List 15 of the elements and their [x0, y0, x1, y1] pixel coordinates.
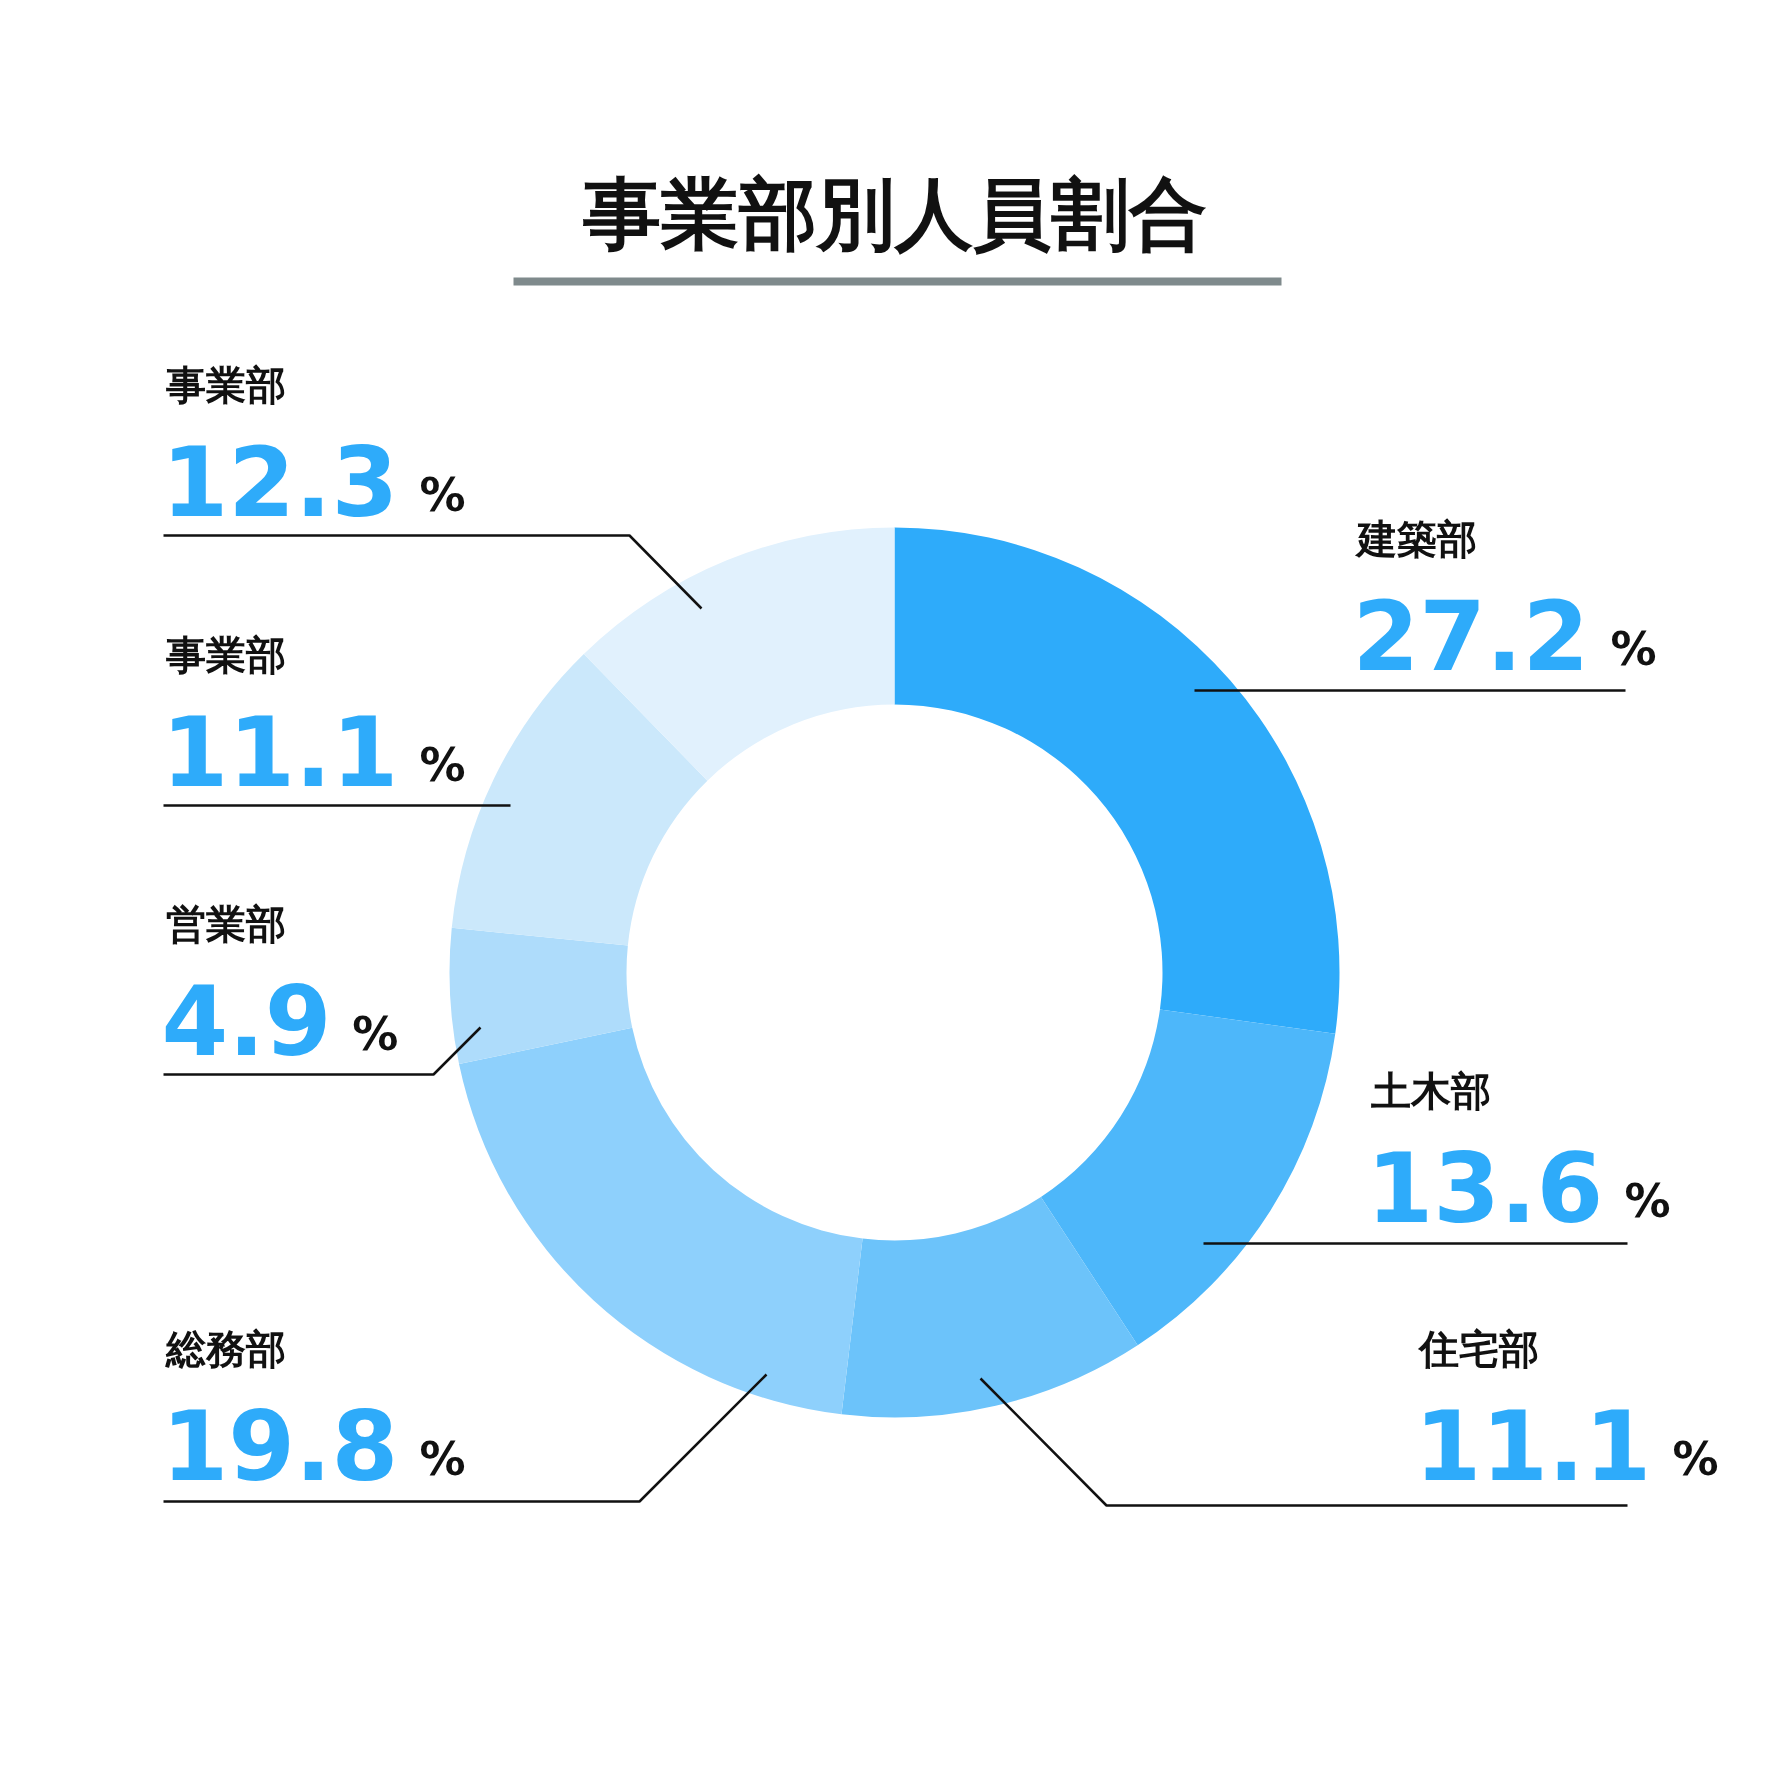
data-label: 4.9% — [161, 966, 399, 1078]
data-label: 11.1% — [161, 697, 466, 809]
slice-label: 住宅部 — [1416, 1325, 1539, 1372]
data-label: 11.1% — [1414, 1391, 1719, 1503]
chart-title: 事業部別人員割合 — [581, 168, 1207, 259]
slice-label: 営業部 — [165, 900, 286, 947]
slice-label: 建築部 — [1353, 515, 1477, 562]
data-label: 13.6% — [1366, 1133, 1671, 1245]
data-label: 12.3% — [161, 427, 466, 539]
slice-label: 土木部 — [1370, 1067, 1491, 1114]
slice-label: 事業部 — [164, 631, 286, 678]
slice-label: 事業部 — [164, 361, 286, 408]
slice-label: 総務部 — [164, 1325, 286, 1372]
data-label: 27.2% — [1352, 581, 1657, 693]
data-label: 19.8% — [161, 1391, 466, 1503]
